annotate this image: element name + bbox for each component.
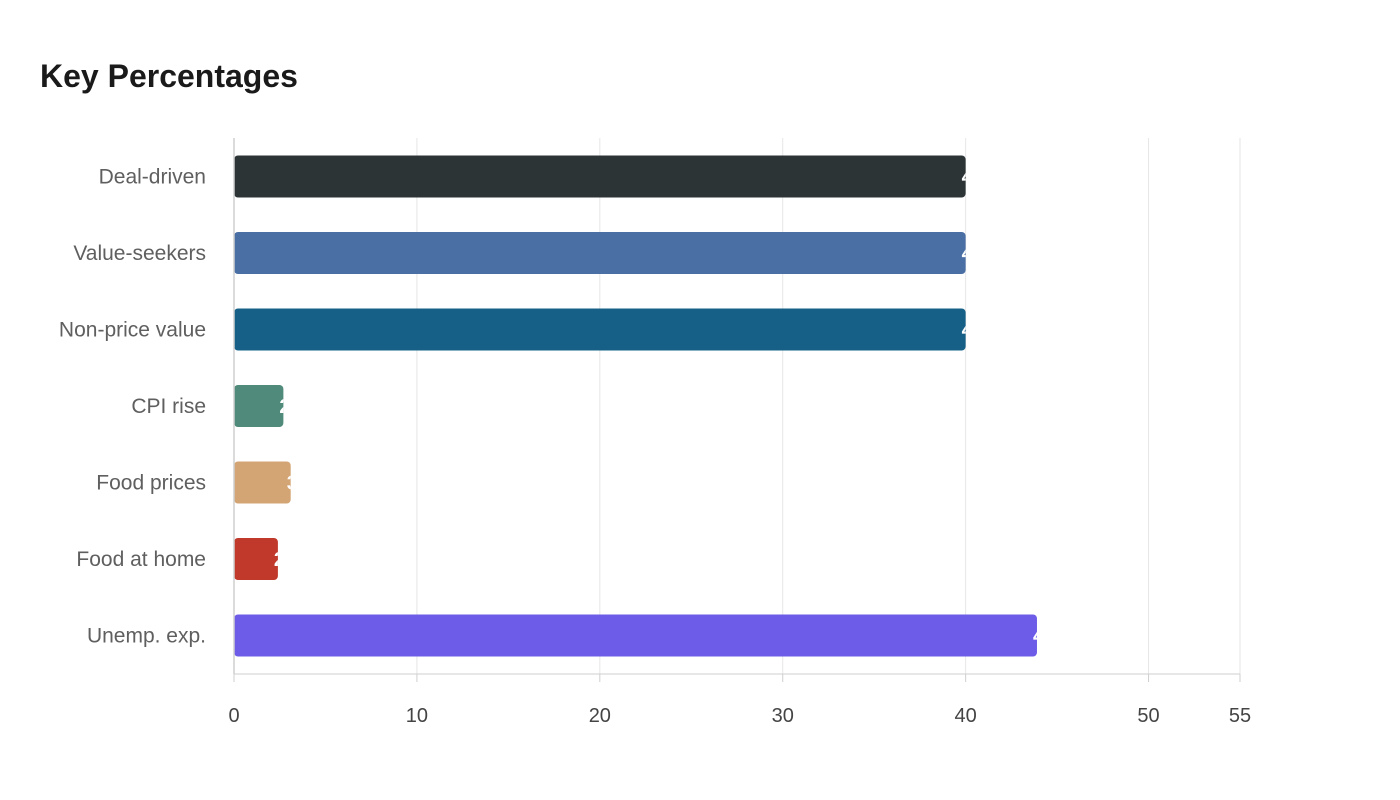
x-tick-label: 20 [589,705,611,727]
x-tick-label: 0 [228,705,239,727]
category-label: Food at home [76,548,206,571]
data-label: 43.9 [1033,626,1072,648]
x-tick-label: 55 [1229,705,1251,727]
category-label: Deal-driven [99,166,206,189]
data-label: 40 [962,243,984,265]
x-tick-label: 10 [406,705,428,727]
bars: 40 40 40 2.7 3.1 2.4 43.9 [234,155,1072,657]
data-label: 2.4 [274,549,303,571]
category-label: Non-price value [59,319,206,342]
category-label: CPI rise [131,395,206,418]
bar-food-at-home [234,538,278,580]
bar-value-seekers [234,232,966,274]
category-label: Unemp. exp. [87,625,206,648]
x-tick-label: 50 [1137,705,1159,727]
x-tick-label: 30 [772,705,794,727]
bar-food-prices [234,461,291,504]
axes [233,138,1241,682]
labels: 0 10 20 30 40 50 55 Deal-driven Value-seekers Non… [59,166,1251,728]
bar-cpi-rise [234,385,284,427]
x-tick-label: 40 [955,705,977,727]
data-label: 3.1 [287,473,315,495]
gridlines [416,138,1241,674]
data-label: 2.7 [279,396,307,418]
category-label: Value-seekers [73,242,206,265]
bar-non-price-value [234,308,966,351]
data-label: 40 [962,320,984,342]
bar-deal-driven [234,155,966,198]
bar-unemp-exp- [234,614,1037,657]
category-label: Food prices [96,472,206,495]
data-label: 40 [962,167,984,189]
chart-title: Key Percentages [40,58,298,94]
